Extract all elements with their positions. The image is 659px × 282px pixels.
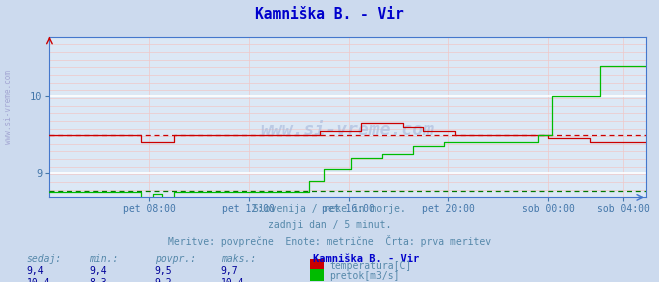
Text: 9,7: 9,7 <box>221 266 239 276</box>
Text: 9,2: 9,2 <box>155 278 173 282</box>
Text: 8,3: 8,3 <box>89 278 107 282</box>
Text: min.:: min.: <box>89 254 119 264</box>
Text: zadnji dan / 5 minut.: zadnji dan / 5 minut. <box>268 220 391 230</box>
Text: Kamniška B. - Vir: Kamniška B. - Vir <box>255 7 404 22</box>
Text: Slovenija / reke in morje.: Slovenija / reke in morje. <box>253 204 406 214</box>
Text: Kamniška B. - Vir: Kamniška B. - Vir <box>313 254 419 264</box>
Text: temperatura[C]: temperatura[C] <box>330 261 412 271</box>
Text: pretok[m3/s]: pretok[m3/s] <box>330 271 400 281</box>
Text: 9,5: 9,5 <box>155 266 173 276</box>
Text: Meritve: povprečne  Enote: metrične  Črta: prva meritev: Meritve: povprečne Enote: metrične Črta:… <box>168 235 491 248</box>
Text: 9,4: 9,4 <box>89 266 107 276</box>
Text: 9,4: 9,4 <box>26 266 44 276</box>
Text: 10,4: 10,4 <box>221 278 244 282</box>
Text: maks.:: maks.: <box>221 254 256 264</box>
Text: sedaj:: sedaj: <box>26 254 61 264</box>
Text: www.si-vreme.com: www.si-vreme.com <box>4 70 13 144</box>
Text: 10,4: 10,4 <box>26 278 50 282</box>
Text: www.si-vreme.com: www.si-vreme.com <box>260 121 435 139</box>
Text: povpr.:: povpr.: <box>155 254 196 264</box>
